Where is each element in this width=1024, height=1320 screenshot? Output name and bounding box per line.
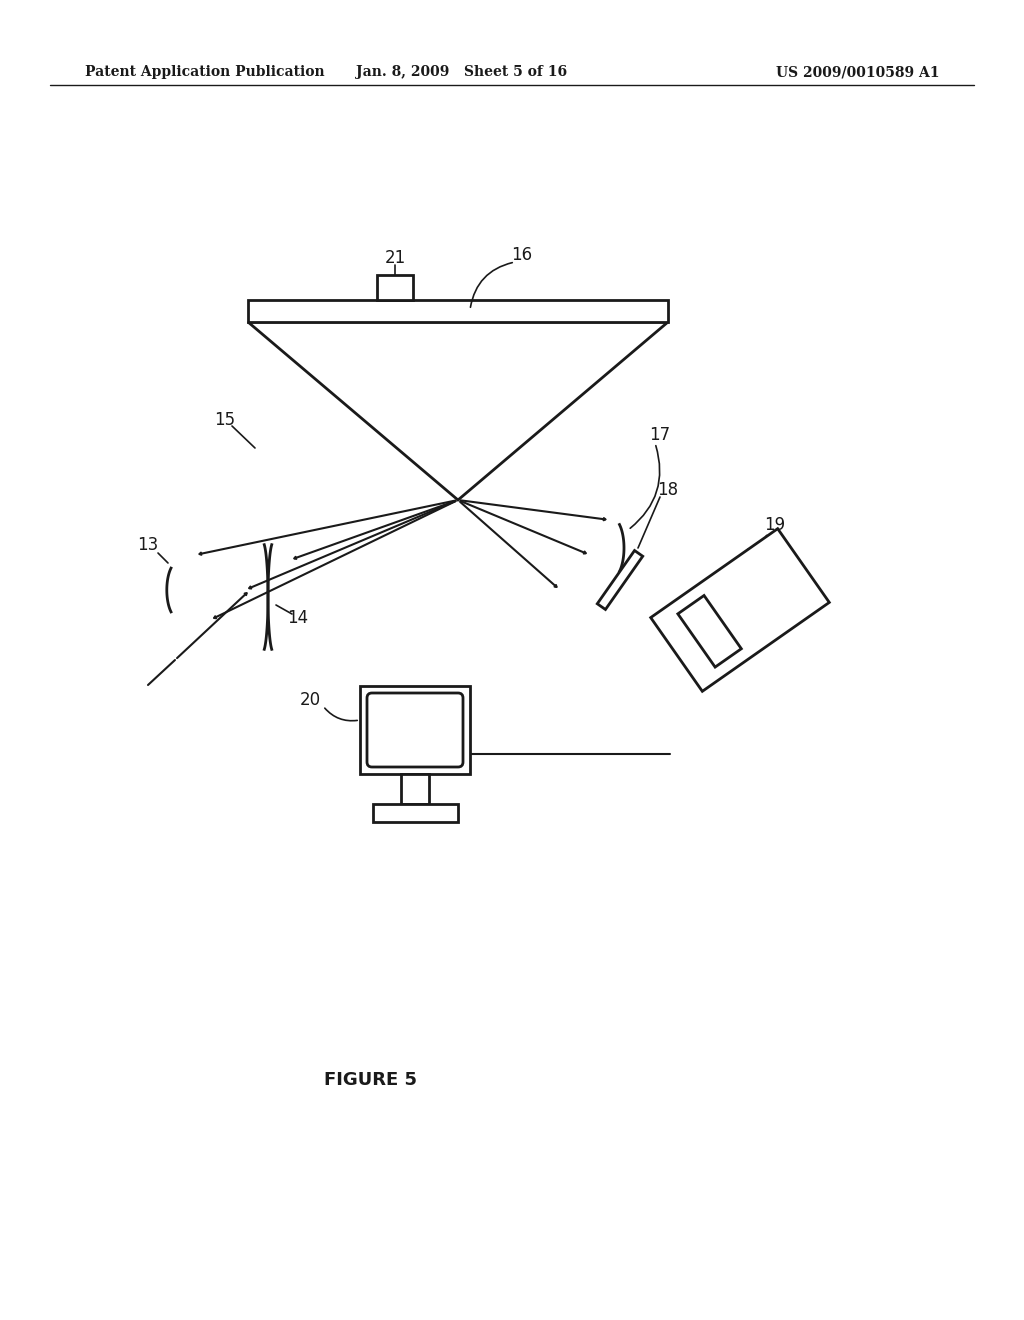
Text: US 2009/0010589 A1: US 2009/0010589 A1 [776,65,940,79]
Text: 18: 18 [657,480,679,499]
Polygon shape [650,529,829,692]
Bar [248,300,668,322]
Text: Patent Application Publication: Patent Application Publication [85,65,325,79]
Text: 17: 17 [649,426,671,444]
Polygon shape [597,550,643,610]
Bar [373,804,458,822]
Text: 20: 20 [299,690,321,709]
Bar [360,686,470,774]
Text: 14: 14 [288,609,308,627]
Polygon shape [248,322,668,500]
Text: Jan. 8, 2009   Sheet 5 of 16: Jan. 8, 2009 Sheet 5 of 16 [356,65,567,79]
Bar [401,774,429,804]
FancyBboxPatch shape [367,693,463,767]
Text: 15: 15 [214,411,236,429]
Text: 19: 19 [765,516,785,535]
Text: 21: 21 [384,249,406,267]
Text: 16: 16 [511,246,532,264]
Text: 13: 13 [137,536,159,554]
Text: FIGURE 5: FIGURE 5 [324,1071,417,1089]
Bar [377,275,413,300]
Polygon shape [678,595,741,667]
